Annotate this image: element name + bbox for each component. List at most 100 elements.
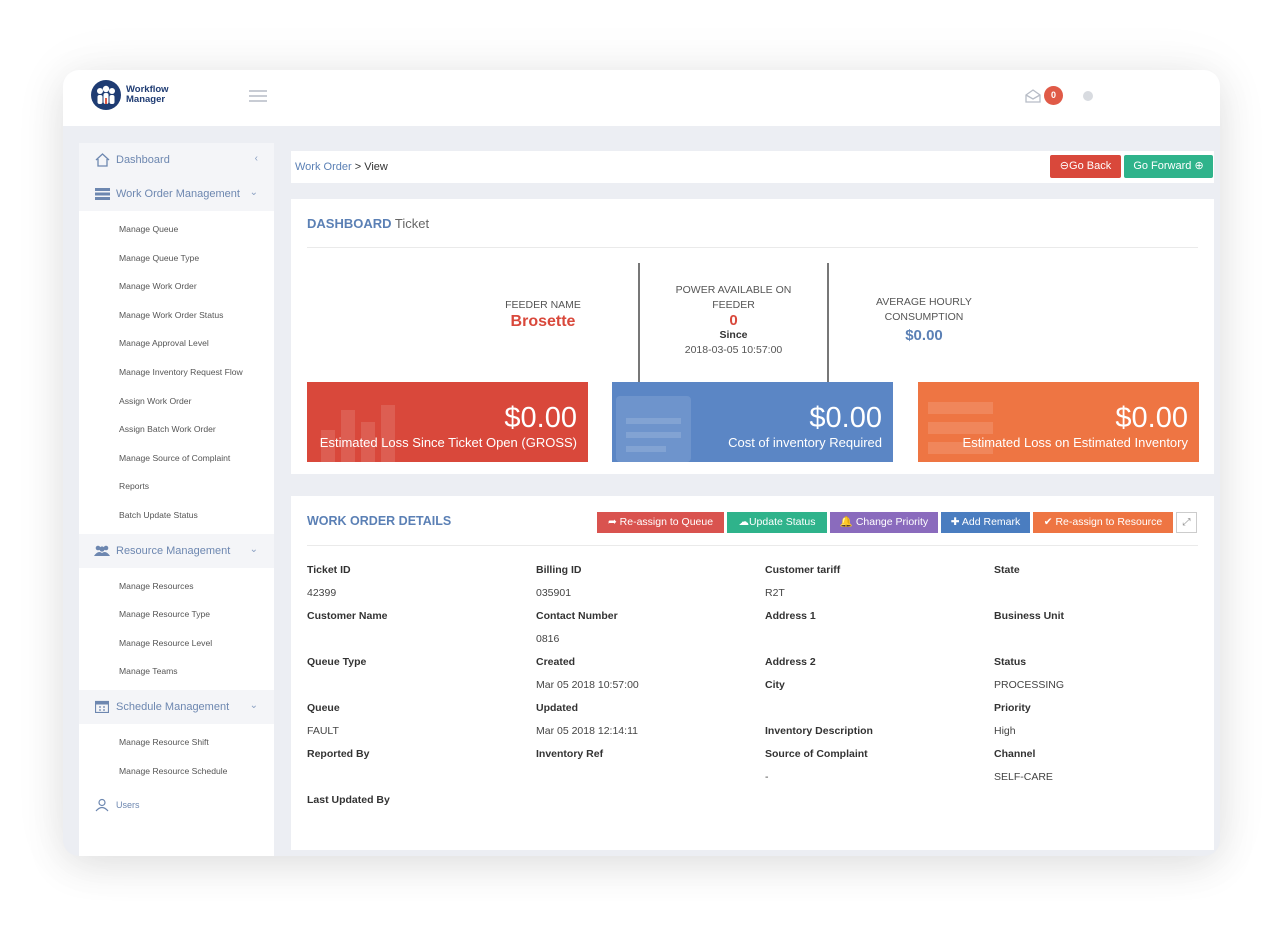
queue-type-label: Queue Type bbox=[307, 656, 367, 668]
sidebar-group-work-order-management[interactable]: Work Order Management ⌄ bbox=[79, 177, 274, 211]
chevron-down-icon: ⌄ bbox=[249, 699, 258, 711]
update-status-button[interactable]: ☁Update Status bbox=[727, 512, 827, 533]
feeder-name-label: FEEDER NAME bbox=[505, 299, 581, 311]
billing-id-value: 035901 bbox=[536, 587, 572, 599]
avg-consumption-label: AVERAGE HOURLY CONSUMPTION bbox=[876, 296, 972, 323]
source-of-complaint-label: Source of Complaint bbox=[765, 748, 868, 760]
inventory-description-label: Inventory Description bbox=[765, 725, 873, 737]
button-label: Re-assign to Resource bbox=[1055, 516, 1163, 528]
source-of-complaint-value: - bbox=[765, 771, 769, 783]
status-label: Status bbox=[994, 656, 1027, 668]
mail-icon[interactable] bbox=[1025, 89, 1041, 103]
sidebar-item-manage-teams[interactable]: Manage Teams bbox=[119, 666, 178, 677]
sidebar-item-users[interactable]: Users bbox=[79, 789, 274, 821]
sidebar-item-batch-update-status[interactable]: Batch Update Status bbox=[119, 509, 198, 520]
customer-tariff-label: Customer tariff bbox=[765, 564, 841, 576]
user-icon bbox=[93, 798, 111, 812]
ticket-id-value: 42399 bbox=[307, 587, 337, 599]
sidebar-item-label: Users bbox=[116, 800, 140, 811]
avg-consumption-value: $0.00 bbox=[905, 327, 943, 344]
hamburger-menu-icon[interactable] bbox=[249, 90, 267, 102]
state-label: State bbox=[994, 564, 1020, 576]
sidebar-item-manage-queue-type[interactable]: Manage Queue Type bbox=[119, 252, 200, 263]
customer-tariff-value: R2T bbox=[765, 587, 785, 599]
change-priority-button[interactable]: 🔔 Change Priority bbox=[830, 512, 938, 533]
created-label: Created bbox=[536, 656, 576, 668]
power-available-label: POWER AVAILABLE ON FEEDER bbox=[675, 284, 792, 311]
power-stat: POWER AVAILABLE ON FEEDER 0 Since 2018-0… bbox=[661, 283, 806, 358]
expand-icon[interactable]: ⤢ bbox=[1176, 512, 1197, 533]
sidebar-item-assign-batch-work-order[interactable]: Assign Batch Work Order bbox=[119, 424, 216, 435]
mail-count-badge: 0 bbox=[1044, 86, 1063, 105]
calendar-icon bbox=[93, 700, 111, 714]
go-back-button[interactable]: ⊖Go Back bbox=[1050, 155, 1121, 178]
sidebar-item-manage-work-order[interactable]: Manage Work Order bbox=[119, 281, 197, 292]
bar-chart-icon bbox=[321, 405, 395, 462]
inventory-cost-card: $0.00 Cost of inventory Required bbox=[612, 382, 893, 462]
address2-label: Address 2 bbox=[765, 656, 816, 668]
sidebar-item-label: Dashboard bbox=[116, 154, 170, 166]
user-status-icon[interactable] bbox=[1083, 91, 1093, 101]
app-logo[interactable]: Workflow Manager bbox=[91, 80, 169, 110]
card-label: Estimated Loss on Estimated Inventory bbox=[962, 435, 1188, 450]
sidebar-item-reports[interactable]: Reports bbox=[119, 481, 150, 492]
breadcrumb-link-work-order[interactable]: Work Order bbox=[295, 161, 352, 173]
channel-label: Channel bbox=[994, 748, 1036, 760]
divider-vertical bbox=[638, 263, 640, 383]
button-label: Re-assign to Queue bbox=[619, 516, 714, 528]
ticket-id-label: Ticket ID bbox=[307, 564, 351, 576]
logo-line-1: Workflow bbox=[126, 84, 169, 95]
reassign-resource-button[interactable]: ✔ Re-assign to Resource bbox=[1033, 512, 1173, 533]
sidebar-item-manage-approval-level[interactable]: Manage Approval Level bbox=[119, 338, 209, 349]
schedule-submenu: Manage Resource Shift Manage Resource Sc… bbox=[79, 724, 274, 789]
document-icon bbox=[616, 396, 691, 462]
resource-submenu: Manage Resources Manage Resource Type Ma… bbox=[79, 568, 274, 690]
sidebar-item-manage-queue[interactable]: Manage Queue bbox=[119, 224, 179, 234]
address1-label: Address 1 bbox=[765, 610, 816, 622]
feeder-name-value: Brosette bbox=[510, 313, 576, 330]
inventory-ref-label: Inventory Ref bbox=[536, 748, 604, 760]
sidebar-item-manage-resource-level[interactable]: Manage Resource Level bbox=[119, 637, 213, 648]
sidebar-item-manage-inventory-request-flow[interactable]: Manage Inventory Request Flow bbox=[119, 366, 243, 377]
sidebar-item-manage-resource-schedule[interactable]: Manage Resource Schedule bbox=[119, 765, 228, 776]
sidebar-group-resource-management[interactable]: Resource Management ⌄ bbox=[79, 533, 274, 568]
home-icon bbox=[93, 153, 111, 167]
chevron-down-icon: ⌄ bbox=[249, 543, 258, 555]
sidebar-group-schedule-management[interactable]: Schedule Management ⌄ bbox=[79, 689, 274, 724]
sidebar-item-manage-resources[interactable]: Manage Resources bbox=[119, 580, 194, 591]
estimated-inventory-loss-card: $0.00 Estimated Loss on Estimated Invent… bbox=[918, 382, 1199, 462]
updated-label: Updated bbox=[536, 702, 578, 714]
reassign-queue-button[interactable]: ➦ Re-assign to Queue bbox=[597, 512, 724, 533]
go-forward-button[interactable]: Go Forward ⊕ bbox=[1124, 155, 1213, 178]
sidebar-item-manage-source-of-complaint[interactable]: Manage Source of Complaint bbox=[119, 452, 231, 463]
card-label: Cost of inventory Required bbox=[728, 435, 882, 450]
sidebar-item-dashboard[interactable]: Dashboard ‹ bbox=[79, 143, 274, 177]
queue-label: Queue bbox=[307, 702, 340, 714]
status-value: PROCESSING bbox=[994, 679, 1065, 691]
work-order-details-title: WORK ORDER DETAILS bbox=[307, 514, 452, 528]
sidebar-group-label: Resource Management bbox=[116, 544, 231, 557]
button-label: Update Status bbox=[748, 516, 816, 528]
queue-value: FAULT bbox=[307, 725, 339, 737]
users-icon bbox=[93, 545, 111, 557]
card-value: $0.00 bbox=[1115, 402, 1188, 434]
sidebar-item-manage-resource-shift[interactable]: Manage Resource Shift bbox=[119, 736, 209, 747]
cloud-upload-icon: ☁ bbox=[738, 516, 749, 528]
go-forward-label: Go Forward bbox=[1133, 160, 1192, 172]
go-back-label: Go Back bbox=[1069, 160, 1112, 172]
reported-by-label: Reported By bbox=[307, 748, 370, 760]
check-icon: ✔ bbox=[1043, 516, 1053, 528]
last-updated-by-label: Last Updated By bbox=[307, 794, 390, 806]
list-icon bbox=[928, 402, 993, 454]
button-label: Add Remark bbox=[961, 516, 1021, 528]
breadcrumb-bar: Work Order > View ⊖Go Back Go Forward ⊕ bbox=[291, 151, 1214, 183]
avg-consumption-stat: AVERAGE HOURLY CONSUMPTION $0.00 bbox=[854, 295, 994, 343]
sidebar-item-manage-work-order-status[interactable]: Manage Work Order Status bbox=[119, 309, 224, 320]
work-order-details-panel: WORK ORDER DETAILS ➦ Re-assign to Queue … bbox=[291, 496, 1214, 850]
logo-line-2: Manager bbox=[126, 94, 166, 105]
add-remark-button[interactable]: ✚ Add Remark bbox=[941, 512, 1030, 533]
chevron-down-icon: ⌄ bbox=[249, 187, 258, 198]
sidebar-item-assign-work-order[interactable]: Assign Work Order bbox=[119, 395, 192, 406]
sidebar-item-manage-resource-type[interactable]: Manage Resource Type bbox=[119, 609, 211, 620]
sign-out-icon: ➦ bbox=[607, 516, 617, 528]
